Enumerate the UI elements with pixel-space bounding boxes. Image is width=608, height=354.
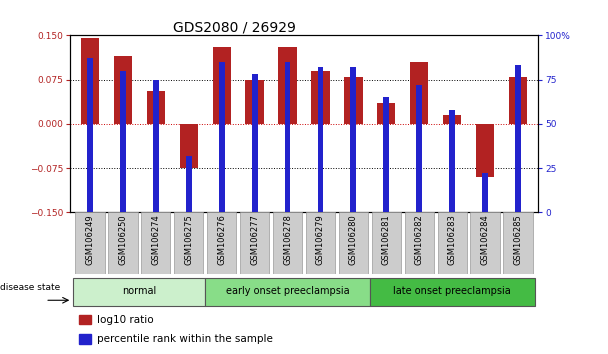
Bar: [87, 58, 92, 212]
Text: GSM106274: GSM106274: [151, 214, 160, 265]
Text: late onset preeclampsia: late onset preeclampsia: [393, 286, 511, 296]
FancyBboxPatch shape: [371, 212, 401, 274]
Bar: [311, 71, 330, 124]
Bar: [153, 80, 159, 212]
Bar: [410, 62, 429, 124]
Text: GSM106280: GSM106280: [349, 214, 358, 265]
Bar: [516, 65, 521, 212]
Bar: [278, 47, 297, 124]
Bar: [384, 97, 389, 212]
Bar: [179, 124, 198, 168]
FancyBboxPatch shape: [108, 212, 137, 274]
FancyBboxPatch shape: [207, 212, 237, 274]
Bar: [416, 85, 423, 212]
Text: GSM106285: GSM106285: [514, 214, 523, 265]
FancyBboxPatch shape: [503, 212, 533, 274]
Bar: [285, 62, 291, 212]
Bar: [344, 77, 362, 124]
Bar: [510, 77, 527, 124]
FancyBboxPatch shape: [306, 212, 336, 274]
FancyBboxPatch shape: [339, 212, 368, 274]
Text: normal: normal: [122, 286, 156, 296]
Bar: [213, 47, 230, 124]
Bar: [79, 315, 91, 324]
Text: GDS2080 / 26929: GDS2080 / 26929: [173, 20, 295, 34]
Bar: [120, 71, 126, 212]
FancyBboxPatch shape: [438, 212, 467, 274]
Text: log10 ratio: log10 ratio: [97, 314, 154, 325]
FancyBboxPatch shape: [73, 278, 205, 306]
Text: GSM106277: GSM106277: [250, 214, 259, 265]
Bar: [449, 110, 455, 212]
Bar: [482, 173, 488, 212]
Text: GSM106281: GSM106281: [382, 214, 391, 265]
Text: percentile rank within the sample: percentile rank within the sample: [97, 334, 273, 344]
Bar: [378, 103, 395, 124]
Bar: [219, 62, 224, 212]
FancyBboxPatch shape: [370, 278, 535, 306]
FancyBboxPatch shape: [471, 212, 500, 274]
FancyBboxPatch shape: [404, 212, 434, 274]
FancyBboxPatch shape: [272, 212, 302, 274]
FancyBboxPatch shape: [141, 212, 170, 274]
Bar: [317, 67, 323, 212]
Bar: [246, 80, 264, 124]
Bar: [81, 38, 98, 124]
FancyBboxPatch shape: [240, 212, 269, 274]
Bar: [252, 74, 258, 212]
Bar: [79, 334, 91, 344]
FancyBboxPatch shape: [75, 212, 105, 274]
Text: GSM106250: GSM106250: [118, 214, 127, 265]
Bar: [114, 56, 132, 124]
Bar: [350, 67, 356, 212]
Text: disease state: disease state: [0, 282, 60, 292]
FancyBboxPatch shape: [205, 278, 370, 306]
Bar: [443, 115, 461, 124]
Bar: [476, 124, 494, 177]
Text: GSM106283: GSM106283: [448, 214, 457, 265]
Text: GSM106282: GSM106282: [415, 214, 424, 265]
Text: GSM106275: GSM106275: [184, 214, 193, 265]
Text: GSM106249: GSM106249: [85, 214, 94, 265]
FancyBboxPatch shape: [174, 212, 204, 274]
Text: early onset preeclampsia: early onset preeclampsia: [226, 286, 350, 296]
Text: GSM106279: GSM106279: [316, 214, 325, 265]
Text: GSM106276: GSM106276: [217, 214, 226, 265]
Text: GSM106278: GSM106278: [283, 214, 292, 265]
Bar: [185, 156, 192, 212]
Text: GSM106284: GSM106284: [481, 214, 490, 265]
Bar: [147, 91, 165, 124]
